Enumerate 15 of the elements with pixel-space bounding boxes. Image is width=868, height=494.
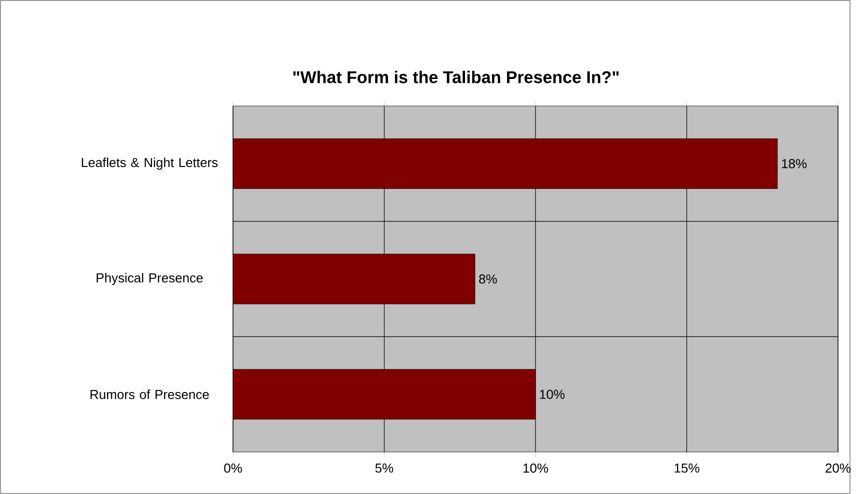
bar <box>233 369 536 420</box>
x-tick-label: 10% <box>523 464 548 473</box>
chart-title: "What Form is the Taliban Presence In?" <box>293 70 619 84</box>
data-label: 10% <box>540 390 565 399</box>
y-tick-label: Leaflets & Night Letters <box>82 158 218 170</box>
x-tick-label: 0% <box>224 464 242 473</box>
bar <box>233 254 476 304</box>
x-tick-label: 15% <box>674 464 700 473</box>
bar <box>233 138 778 189</box>
data-label: 18% <box>782 159 807 168</box>
data-label: 8% <box>479 274 497 284</box>
x-tick-label: 20% <box>826 464 851 473</box>
y-tick-label: Rumors of Presence <box>90 390 209 400</box>
x-tick-label: 5% <box>375 464 394 473</box>
y-tick-label: Physical Presence <box>96 272 203 286</box>
